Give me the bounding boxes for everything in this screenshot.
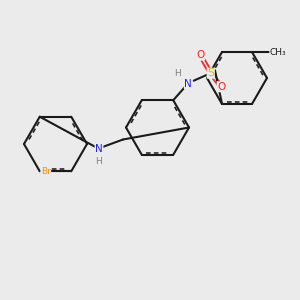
Text: N: N: [95, 143, 103, 154]
Text: H: H: [96, 158, 102, 166]
Text: O: O: [196, 50, 204, 60]
Text: O: O: [217, 82, 225, 92]
Text: CH₃: CH₃: [269, 47, 286, 56]
Text: S: S: [207, 68, 214, 78]
Text: N: N: [184, 79, 192, 89]
Text: Br: Br: [41, 167, 51, 176]
Text: H: H: [174, 69, 181, 78]
